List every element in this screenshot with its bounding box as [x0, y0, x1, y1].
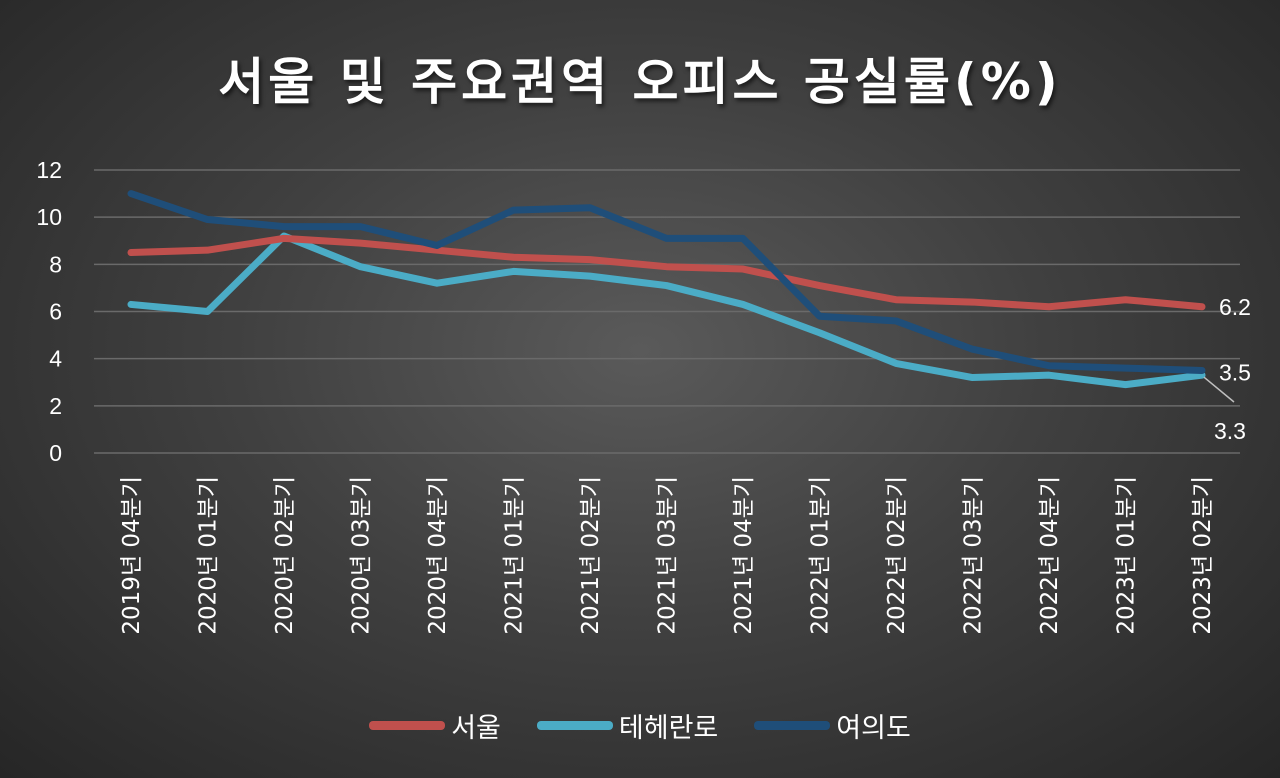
- x-axis-ticks: 2019년 04분기 2020년 01분기 2020년 02분기 2020년 03분기…: [119, 476, 1216, 635]
- legend-item: 서울: [369, 706, 501, 745]
- legend: 서울 테헤란로 여의도: [0, 706, 1280, 745]
- x-tick-label: 2022년 04분기: [1037, 476, 1063, 635]
- end-label-series-1: 6.2: [1219, 294, 1251, 320]
- legend-swatch: [754, 721, 831, 730]
- series-line-1: [127, 234, 1206, 311]
- x-tick-label: 2021년 03분기: [655, 476, 681, 635]
- y-axis-ticks: 0 2 4 6 8 10 12: [36, 157, 62, 466]
- legend-swatch: [536, 721, 613, 730]
- legend-item: 여의도: [754, 706, 911, 745]
- x-tick-label: 2023년 01분기: [1114, 476, 1140, 635]
- series-line-2: [127, 232, 1206, 389]
- x-tick-label: 2021년 02분기: [578, 476, 604, 635]
- legend-label: 여의도: [836, 713, 911, 744]
- y-tick-label: 4: [49, 346, 62, 372]
- x-tick-label: 2020년 03분기: [349, 476, 375, 635]
- x-tick-label: 2020년 01분기: [196, 476, 222, 635]
- x-tick-label: 2020년 02분기: [272, 476, 298, 635]
- x-tick-label: 2022년 01분기: [808, 476, 834, 635]
- series-line-3: [127, 190, 1206, 374]
- x-tick-label: 2023년 02분기: [1190, 476, 1216, 635]
- end-labels: 6.2 3.5 3.3: [1203, 294, 1251, 444]
- chart-title: 서울 및 주요권역 오피스 공실률(%): [218, 53, 1062, 111]
- end-label-series-3: 3.5: [1219, 359, 1251, 385]
- y-tick-label: 6: [49, 299, 62, 325]
- legend-label: 테헤란로: [618, 713, 719, 744]
- y-tick-label: 0: [49, 440, 62, 466]
- x-tick-label: 2020년 04분기: [425, 476, 451, 635]
- y-tick-label: 2: [49, 393, 62, 419]
- leader-line: [1203, 376, 1235, 403]
- x-tick-label: 2022년 03분기: [961, 476, 987, 635]
- legend-swatch: [369, 721, 446, 730]
- series-lines: [127, 190, 1206, 389]
- x-tick-label: 2019년 04분기: [119, 476, 145, 635]
- x-tick-label: 2022년 02분기: [884, 476, 910, 635]
- x-tick-label: 2021년 04분기: [731, 476, 757, 635]
- y-tick-label: 8: [49, 251, 62, 277]
- legend-item: 테헤란로: [536, 706, 719, 745]
- y-tick-label: 12: [36, 157, 62, 183]
- y-tick-label: 10: [36, 204, 62, 230]
- gridlines: [94, 169, 1240, 454]
- legend-label: 서울: [451, 713, 501, 744]
- end-label-series-2: 3.3: [1214, 418, 1246, 444]
- x-tick-label: 2021년 01분기: [502, 476, 528, 635]
